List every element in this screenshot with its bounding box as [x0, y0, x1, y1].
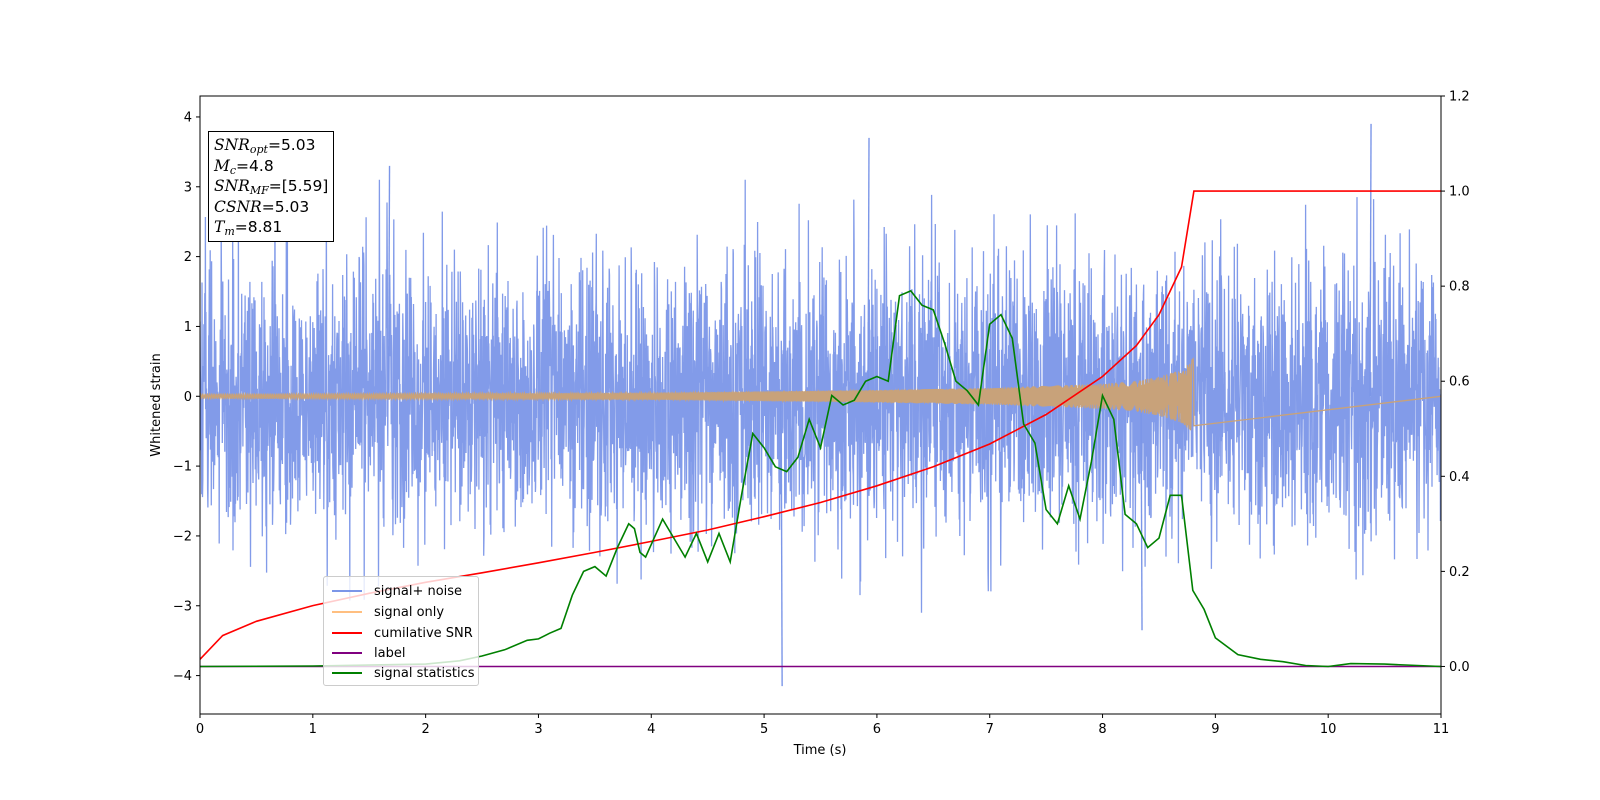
y-tick-label-7: 3 — [184, 180, 192, 195]
y2-tick-label-4: 0.8 — [1449, 280, 1470, 295]
y-tick-label-6: 2 — [184, 250, 192, 265]
legend-item-signal-statistics: signal statistics — [332, 663, 475, 683]
legend-label-signal-only: signal only — [374, 604, 445, 620]
signal-noise-spike-3 — [780, 396, 783, 687]
csnr-value: =5.03 — [261, 197, 310, 216]
x-tick-label-1: 1 — [309, 722, 317, 737]
legend-swatch-cumulative-snr — [332, 632, 362, 634]
y-tick-label-8: 4 — [184, 110, 192, 125]
legend-swatch-signal-only — [332, 611, 362, 613]
y2-tick-label-2: 0.4 — [1449, 470, 1470, 485]
y2-tick-label-1: 0.2 — [1449, 565, 1470, 580]
y-tick-label-5: 1 — [184, 320, 192, 335]
legend-label-label: label — [374, 645, 406, 661]
x-tick-label-9: 9 — [1211, 722, 1219, 737]
x-tick-label-0: 0 — [196, 722, 204, 737]
mc-row: Mc=4.8 — [214, 156, 274, 177]
axis-ticks: 0 1 2 3 4 5 6 7 8 9 10 11 −4 −3 −2 −1 0 1 2 3 4 0.0 0.2 0.4 0.6 0… — [173, 90, 1470, 738]
x-tick-label-7: 7 — [986, 722, 994, 737]
chart-legend: signal+ noise signal only cumilative SNR… — [323, 576, 479, 686]
csnr-row: CSNR=5.03 — [214, 197, 310, 216]
x-tick-label-10: 10 — [1320, 722, 1337, 737]
y2-tick-label-0: 0.0 — [1449, 660, 1470, 675]
snr-opt-value: =5.03 — [267, 136, 316, 154]
y-tick-label-4: 0 — [184, 390, 192, 405]
signal-only-line — [200, 357, 1441, 431]
y2-tick-label-3: 0.6 — [1449, 375, 1470, 390]
legend-item-signal-noise: signal+ noise — [332, 581, 462, 601]
legend-label-cumulative-snr: cumilative SNR — [374, 625, 473, 641]
signal-noise-spike-2 — [1369, 123, 1372, 397]
y-tick-label-3: −1 — [173, 460, 192, 475]
y2-tick-label-5: 1.0 — [1449, 185, 1470, 200]
signal-noise-spike-4 — [1140, 396, 1143, 631]
tm-value: =8.81 — [234, 218, 283, 236]
x-tick-label-4: 4 — [647, 722, 655, 737]
snr-info-box: SNRopt=5.03 Mc=4.8 SNRMF=[5.59] CSNR=5.0… — [208, 131, 335, 242]
legend-item-label: label — [332, 643, 405, 663]
x-tick-label-11: 11 — [1433, 722, 1450, 737]
signal-noise-spike-1 — [867, 137, 870, 397]
legend-swatch-signal-noise — [332, 590, 362, 592]
y-tick-label-2: −2 — [173, 529, 192, 544]
x-tick-label-3: 3 — [534, 722, 542, 737]
x-axis-label: Time (s) — [793, 743, 847, 758]
legend-item-cumulative-snr: cumilative SNR — [332, 623, 473, 643]
y-tick-label-0: −4 — [173, 669, 192, 684]
snr-opt-row: SNRopt=5.03 — [214, 136, 316, 156]
snr-mf-row: SNRMF=[5.59] — [214, 177, 329, 197]
legend-swatch-signal-statistics — [332, 672, 362, 674]
snr-mf-value: =[5.59] — [268, 177, 329, 195]
axes-frame — [199, 95, 1442, 715]
y-axis-label: Whitened strain — [149, 353, 164, 456]
legend-item-signal-only: signal only — [332, 602, 444, 622]
legend-label-signal-statistics: signal statistics — [374, 665, 475, 681]
x-tick-label-6: 6 — [873, 722, 881, 737]
legend-swatch-label — [332, 652, 362, 654]
y2-tick-label-6: 1.2 — [1449, 90, 1470, 105]
x-tick-label-2: 2 — [421, 722, 429, 737]
signal-noise-spike-0 — [387, 165, 391, 397]
x-tick-label-8: 8 — [1098, 722, 1106, 737]
x-tick-label-5: 5 — [760, 722, 768, 737]
mc-value: =4.8 — [236, 156, 274, 175]
signal-statistics-line — [200, 289, 1441, 668]
y-tick-label-1: −3 — [173, 599, 192, 614]
legend-label-signal-noise: signal+ noise — [374, 583, 463, 599]
tm-row: Tm=8.81 — [214, 218, 283, 238]
